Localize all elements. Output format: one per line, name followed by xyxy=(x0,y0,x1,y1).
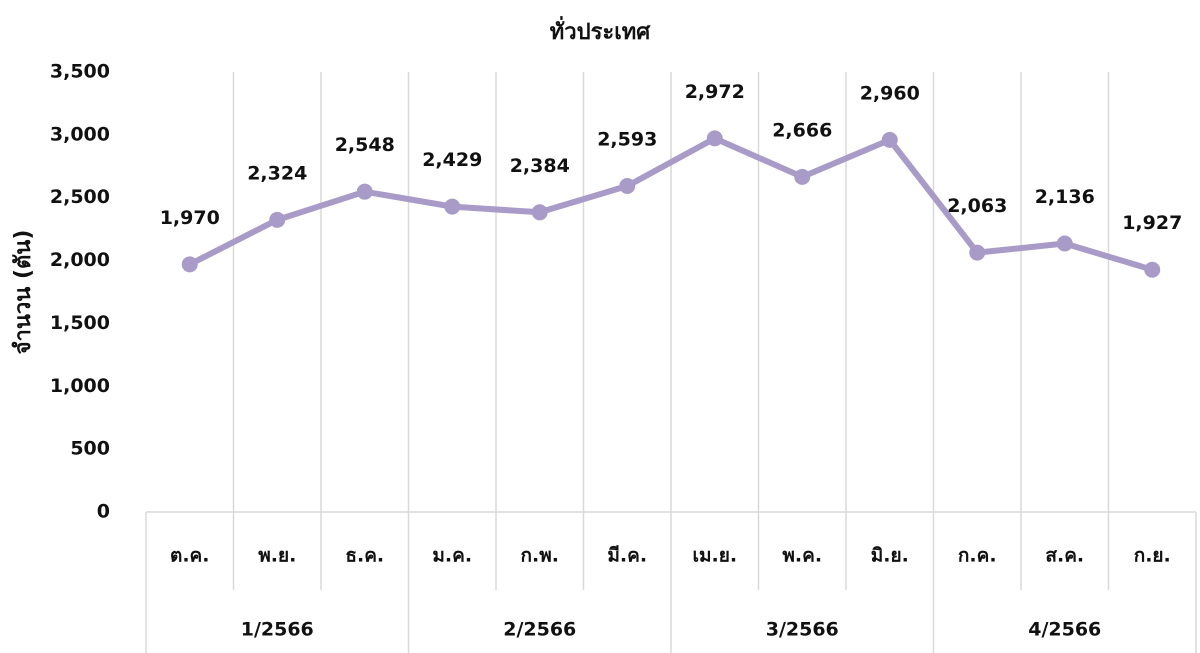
data-label: 2,384 xyxy=(510,155,570,177)
marker xyxy=(706,130,723,147)
data-label: 2,136 xyxy=(1035,186,1095,208)
marker xyxy=(356,183,373,200)
x-tick-label: มิ.ย. xyxy=(871,545,909,567)
y-axis-label: จำนวน (ตัน) xyxy=(11,230,36,355)
group-label: 1/2566 xyxy=(241,619,314,641)
line-series xyxy=(188,135,1154,273)
group-label: 2/2566 xyxy=(503,619,576,641)
group-label: 3/2566 xyxy=(766,619,839,641)
data-label: 2,324 xyxy=(247,162,307,184)
x-tick-label: มี.ค. xyxy=(607,545,647,567)
data-label: 1,970 xyxy=(160,207,220,229)
marker xyxy=(619,178,636,195)
data-label: 2,666 xyxy=(772,119,832,141)
data-label: 1,927 xyxy=(1122,212,1182,234)
x-tick-label: ก.พ. xyxy=(521,545,559,567)
marker xyxy=(531,204,548,221)
marker xyxy=(181,256,198,273)
marker xyxy=(269,211,286,228)
data-label: 2,063 xyxy=(947,195,1007,217)
x-tick-label: ต.ค. xyxy=(170,545,209,567)
y-tick-label: 0 xyxy=(97,501,110,523)
chart-title: ทั่วประเทศ xyxy=(550,15,651,45)
x-tick-label: ธ.ค. xyxy=(345,545,384,567)
y-tick-label: 3,000 xyxy=(50,123,110,145)
y-tick-label: 2,000 xyxy=(50,249,110,271)
y-tick-label: 1,500 xyxy=(50,312,110,334)
x-tick-label: ส.ค. xyxy=(1045,545,1084,567)
y-tick-label: 3,500 xyxy=(50,61,110,83)
data-label: 2,593 xyxy=(597,129,657,151)
marker xyxy=(881,131,898,148)
x-tick-label: ก.ค. xyxy=(958,545,997,567)
marker xyxy=(1056,235,1073,252)
x-tick-label: พ.ค. xyxy=(782,545,822,567)
marker xyxy=(794,168,811,185)
group-label: 4/2566 xyxy=(1028,619,1101,641)
x-tick-label: ก.ย. xyxy=(1134,545,1171,567)
x-tick-label: ม.ค. xyxy=(432,545,472,567)
x-tick-label: เม.ย. xyxy=(692,545,737,567)
x-tick-label: พ.ย. xyxy=(258,545,296,567)
marker xyxy=(969,244,986,261)
data-label: 2,972 xyxy=(685,81,745,103)
y-tick-label: 500 xyxy=(70,438,110,460)
data-label: 2,960 xyxy=(860,82,920,104)
y-tick-label: 2,500 xyxy=(50,186,110,208)
data-label: 2,429 xyxy=(422,149,482,171)
data-label: 2,548 xyxy=(335,134,395,156)
marker xyxy=(444,198,461,215)
y-tick-label: 1,000 xyxy=(50,375,110,397)
marker xyxy=(1144,261,1161,278)
